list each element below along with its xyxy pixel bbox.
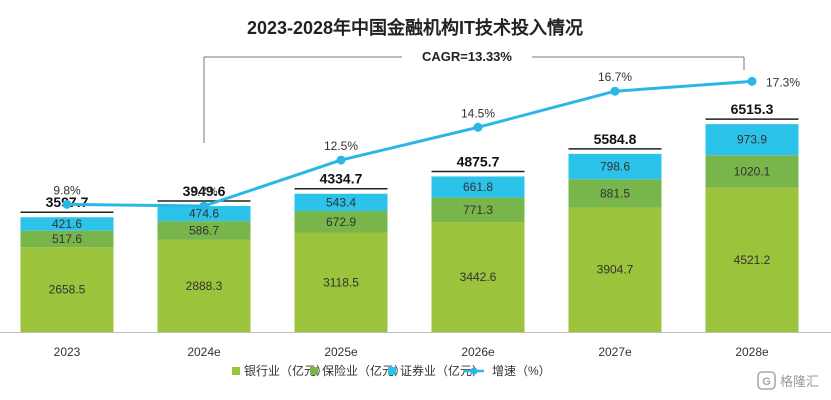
watermark-text: 格隆汇 <box>780 374 819 389</box>
bar-value-label: 3118.5 <box>323 275 359 289</box>
bar-segment-2-5 <box>705 124 799 156</box>
bar-segment-1-2 <box>294 211 388 233</box>
bar-segment-1-5 <box>705 155 799 188</box>
growth-line <box>66 79 753 208</box>
bar-segment-2-3 <box>431 176 525 198</box>
bar-value-label: 586.7 <box>189 224 219 238</box>
growth-line-layer: 9.8% 9.7% 12.5% 14.5% 16.7% 17.3% <box>53 70 800 211</box>
bar-value-label: 421.6 <box>52 217 82 231</box>
x-tick-label: 2025e <box>324 345 358 359</box>
growth-point <box>610 86 620 96</box>
bar-segment-0-0 <box>20 247 114 332</box>
bar-value-label: 672.9 <box>326 215 356 229</box>
growth-label: 12.5% <box>324 139 358 153</box>
growth-label: 9.8% <box>53 183 81 197</box>
x-tick-label: 2028e <box>735 345 769 359</box>
bar-segment-0-5 <box>705 187 799 332</box>
bar-value-label: 973.9 <box>737 133 767 147</box>
bar-segment-0-4 <box>568 207 662 332</box>
bar-value-label: 1020.1 <box>734 165 771 179</box>
bar-segment-2-1 <box>157 206 251 222</box>
legend-swatch <box>388 367 396 375</box>
legend-label: 保险业（亿元） <box>322 363 406 378</box>
chart-title: 2023-2028年中国金融机构IT技术投入情况 <box>247 17 583 38</box>
gelonghui-logo-icon: G <box>757 371 776 390</box>
growth-label: 17.3% <box>766 75 800 89</box>
cagr-bracket: CAGR=13.33% <box>203 49 745 143</box>
legend-label: 证券业（亿元） <box>400 363 484 378</box>
bar-value-label: 798.6 <box>600 160 630 174</box>
legend-point-swatch <box>470 367 478 375</box>
bar-segment-2-0 <box>20 217 114 231</box>
legend-label: 银行业（亿元） <box>244 363 328 378</box>
bar-total-label: 4875.7 <box>457 153 500 169</box>
x-axis: 2023 2024e 2025e 2026e 2027e 2028e <box>0 332 831 359</box>
bar-value-label: 2658.5 <box>49 283 86 297</box>
bar-total-label: 6515.3 <box>731 101 774 117</box>
cagr-label: CAGR=13.33% <box>422 49 512 64</box>
growth-label: 16.7% <box>598 70 632 84</box>
bar-segment-1-1 <box>157 221 251 240</box>
watermark: G 格隆汇 <box>757 371 819 390</box>
bar-segment-2-4 <box>568 153 662 180</box>
legend: 银行业（亿元）保险业（亿元）证券业（亿元） 增速（%） <box>232 363 551 378</box>
growth-point <box>747 76 757 86</box>
bar-value-label: 3904.7 <box>597 263 634 277</box>
x-tick-label: 2024e <box>187 345 221 359</box>
bar-value-label: 517.6 <box>52 232 82 246</box>
bar-segment-0-2 <box>294 232 388 332</box>
growth-point <box>336 155 346 165</box>
bar-total-label: 5584.8 <box>594 131 637 147</box>
x-tick-label: 2026e <box>461 345 495 359</box>
growth-label: 9.7% <box>190 185 218 199</box>
bars-layer: 2658.5517.6421.63597.72888.3586.7474.639… <box>20 101 799 332</box>
bar-value-label: 2888.3 <box>186 279 223 293</box>
bar-value-label: 3442.6 <box>460 270 497 284</box>
growth-label: 14.5% <box>461 106 495 120</box>
bar-segment-0-1 <box>157 239 251 332</box>
bar-value-label: 4521.2 <box>734 253 771 267</box>
bar-total-label: 3949.6 <box>183 183 226 199</box>
bar-value-label: 771.3 <box>463 203 493 217</box>
bar-value-label: 474.6 <box>189 207 219 221</box>
bar-segment-2-2 <box>294 193 388 212</box>
bar-segment-1-4 <box>568 179 662 208</box>
bar-segment-1-0 <box>20 230 114 248</box>
bar-value-label: 661.8 <box>463 180 493 194</box>
bar-segment-0-3 <box>431 222 525 332</box>
legend-label: 增速（%） <box>492 364 551 378</box>
bar-segment-1-3 <box>431 197 525 223</box>
bar-total-label: 4334.7 <box>320 171 363 187</box>
x-tick-label: 2023 <box>54 345 81 359</box>
bar-value-label: 543.4 <box>326 195 356 209</box>
svg-text:G: G <box>762 376 771 388</box>
x-tick-label: 2027e <box>598 345 632 359</box>
legend-swatch <box>232 367 240 375</box>
bar-value-label: 881.5 <box>600 186 630 200</box>
growth-point <box>199 201 209 211</box>
growth-point <box>62 199 72 209</box>
growth-point <box>473 122 483 132</box>
legend-swatch <box>310 367 318 375</box>
